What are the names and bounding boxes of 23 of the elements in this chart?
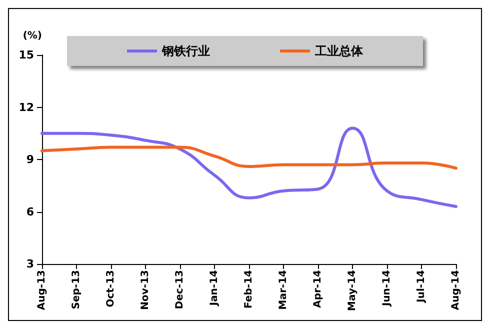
x-tick-label: Sep-13 <box>71 270 82 310</box>
legend-label: 钢铁行业 <box>161 44 210 58</box>
x-tick-label: Jan-14 <box>209 270 220 307</box>
x-tick-label: Jun-14 <box>382 270 392 308</box>
y-tick-label: 9 <box>26 153 34 166</box>
y-tick-label: 15 <box>18 48 34 62</box>
line-series <box>40 146 458 170</box>
x-tick-label: Jul-14 <box>416 270 427 304</box>
x-tick-label: Oct-13 <box>106 270 116 308</box>
x-tick-label: May-14 <box>347 270 358 311</box>
x-tick-label: Mar-14 <box>278 270 289 310</box>
y-tick-label: 12 <box>18 100 34 114</box>
y-tick-label: 3 <box>26 258 34 270</box>
legend-label: 工业总体 <box>314 44 364 58</box>
x-tick-label: Nov-13 <box>140 270 151 310</box>
x-tick-label: Dec-13 <box>174 270 186 310</box>
x-tick-label: Apr-14 <box>312 270 324 308</box>
y-axis-title: (%) <box>22 30 42 42</box>
x-tick-label: Feb-14 <box>244 270 254 308</box>
x-tick-label: Aug-14 <box>450 270 462 310</box>
y-tick-label: 6 <box>26 205 34 218</box>
x-tick-label: Aug-13 <box>36 270 48 310</box>
line-series <box>40 126 458 208</box>
